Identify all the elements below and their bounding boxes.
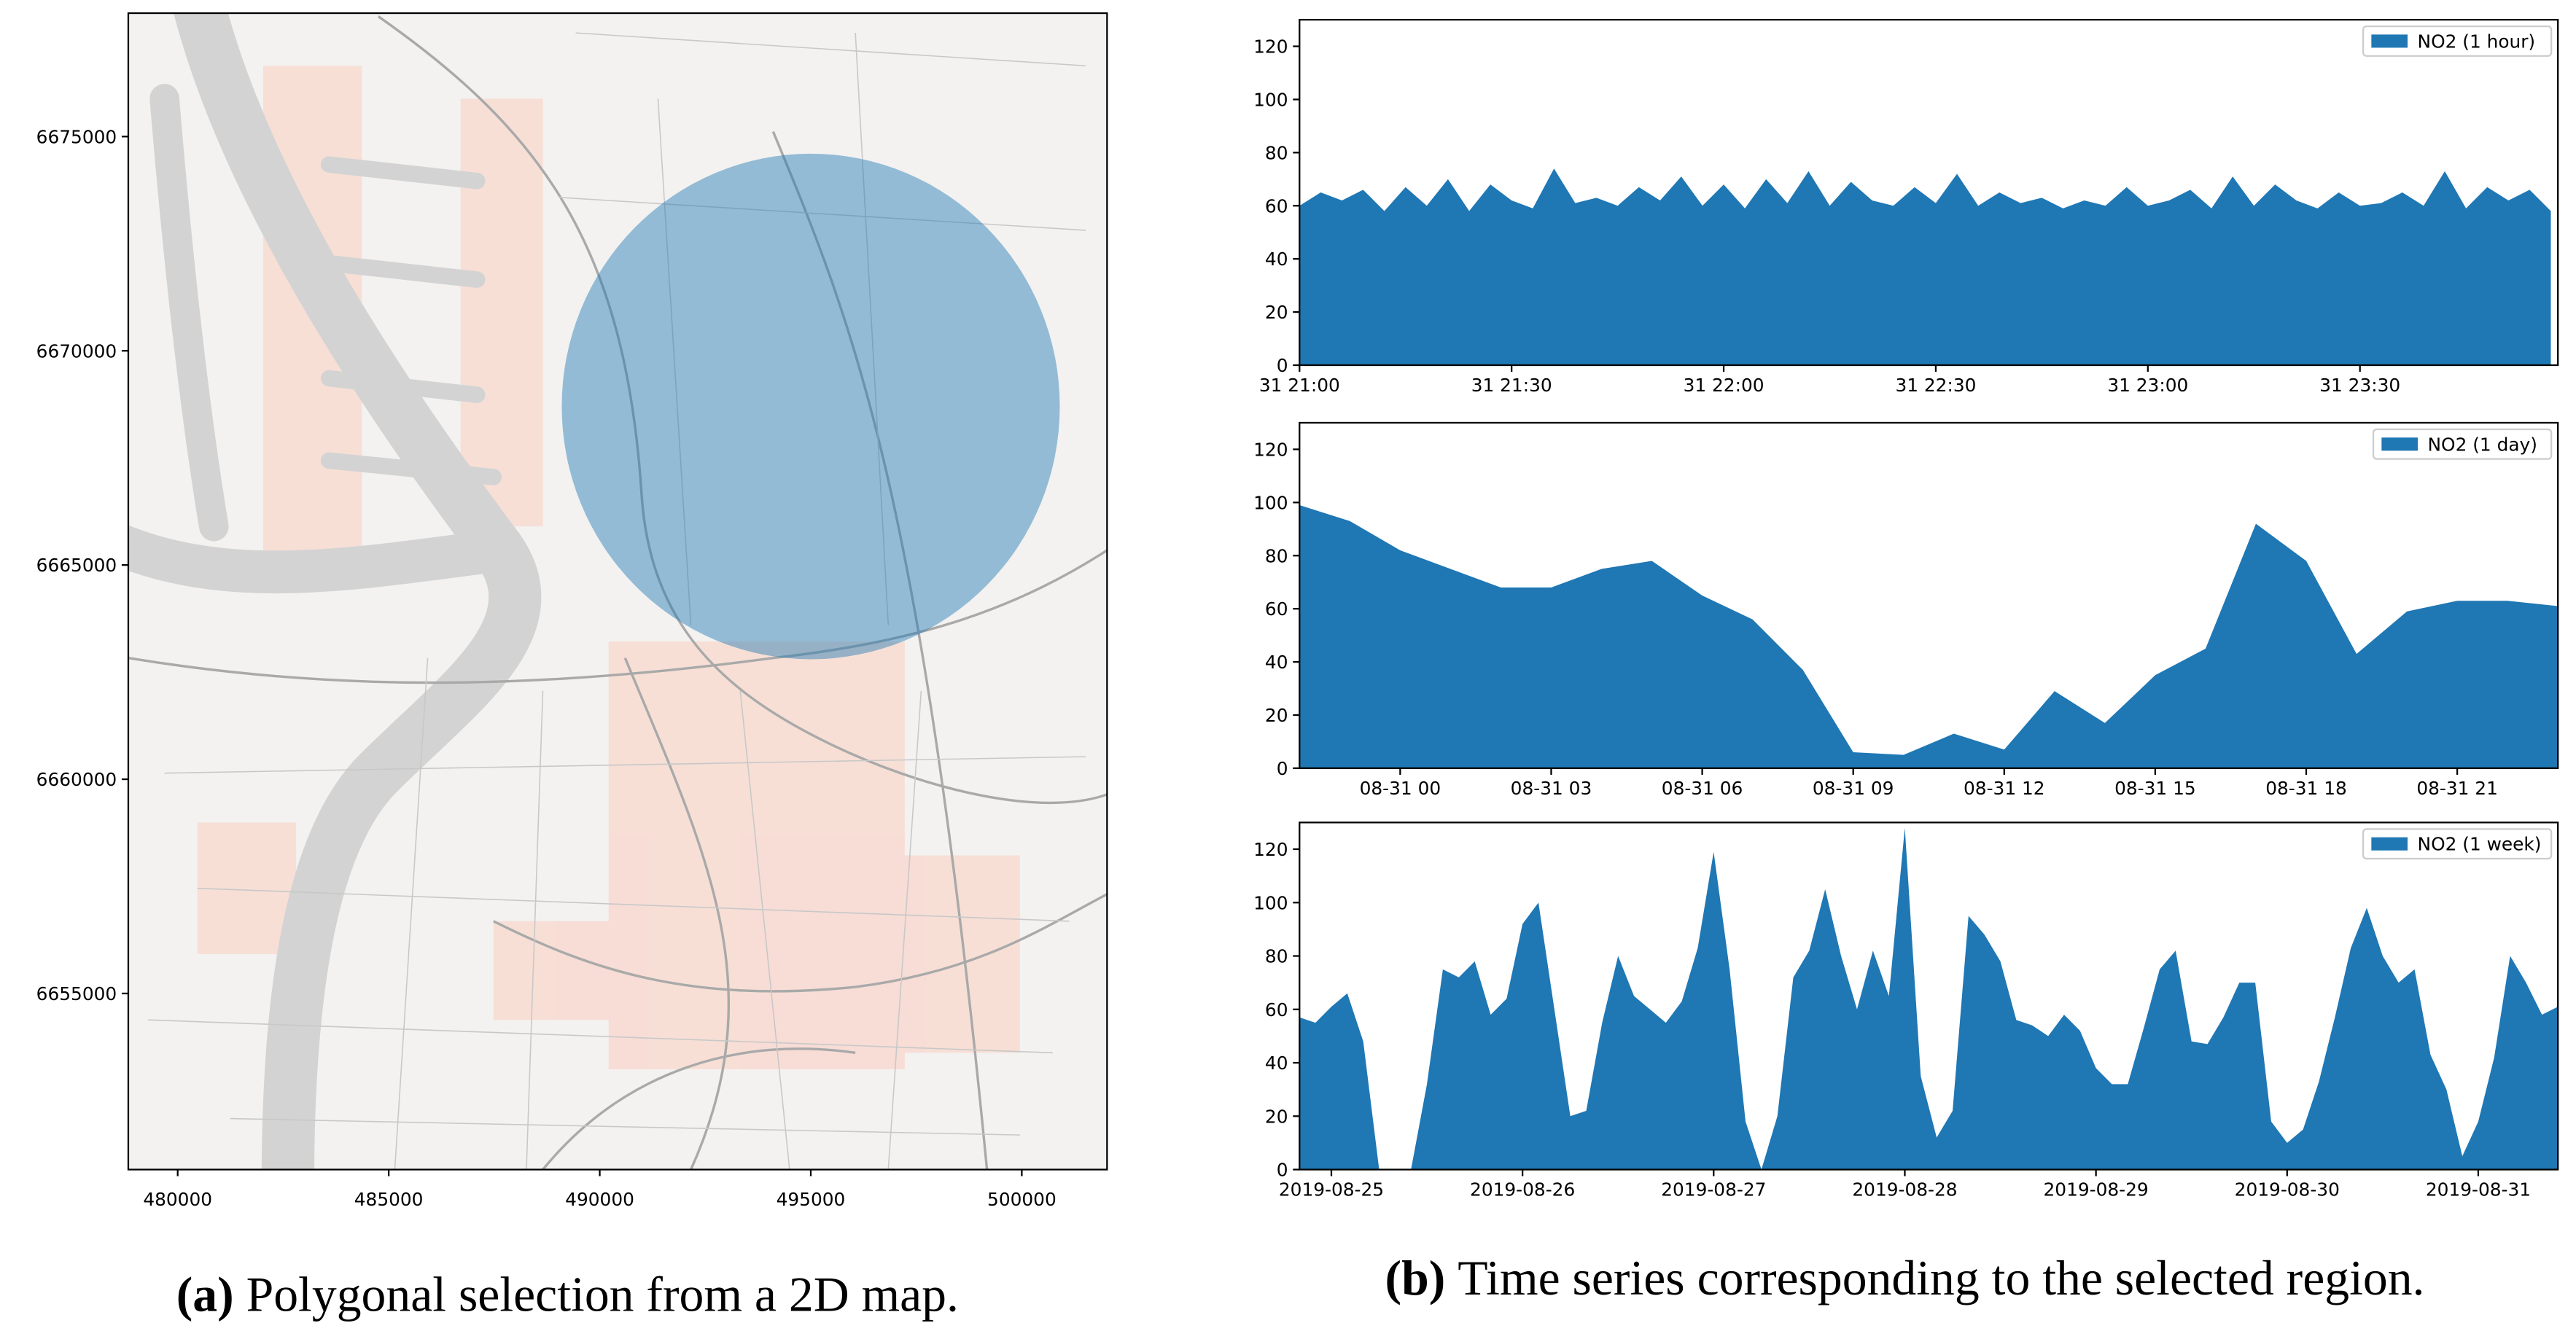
x-tick-label: 2019-08-25: [1279, 1179, 1384, 1201]
legend-swatch: [2381, 437, 2418, 451]
x-tick-label: 08-31 18: [2265, 778, 2347, 799]
x-tick-label: 2019-08-26: [1470, 1179, 1575, 1201]
legend-box: [2362, 25, 2553, 57]
x-tick-label: 31 23:00: [2107, 375, 2188, 396]
y-tick-label: 20: [1265, 302, 1288, 323]
legend-swatch: [2371, 837, 2408, 851]
x-tick-label: 2019-08-30: [2235, 1179, 2340, 1201]
x-tick-label: 31 21:30: [1471, 375, 1552, 396]
x-tick-label: 2019-08-27: [1661, 1179, 1766, 1201]
y-tick-label: 6675000: [36, 126, 117, 147]
plot-frame: [127, 12, 1108, 1171]
caption-text: Time series corresponding to the selecte…: [1458, 1251, 2424, 1305]
x-tick-label: 08-31 12: [1964, 778, 2045, 799]
x-tick-label: 490000: [565, 1189, 634, 1210]
caption-label: (b): [1385, 1251, 1446, 1305]
x-tick-label: 08-31 06: [1662, 778, 1743, 799]
selection-region: [561, 153, 1060, 660]
y-tick-label: 0: [1277, 1160, 1288, 1181]
x-tick-label: 31 22:00: [1684, 375, 1764, 396]
x-tick-label: 500000: [987, 1189, 1057, 1210]
x-tick-label: 31 21:00: [1259, 375, 1340, 396]
caption-text: Polygonal selection from a 2D map.: [246, 1268, 959, 1322]
y-tick-label: 0: [1277, 355, 1288, 376]
legend-box: [2372, 428, 2553, 460]
plot-frame: [1299, 821, 2559, 1171]
x-tick-label: 485000: [354, 1189, 424, 1210]
y-tick-label: 80: [1265, 142, 1288, 163]
y-tick-label: 6670000: [36, 340, 117, 362]
plot-frame: [1299, 18, 2559, 367]
x-tick-label: 2019-08-31: [2426, 1179, 2531, 1201]
y-tick-label: 60: [1265, 195, 1288, 216]
y-tick-label: 100: [1253, 89, 1288, 110]
x-tick-label: 08-31 09: [1813, 778, 1894, 799]
x-tick-label: 31 22:30: [1895, 375, 1976, 396]
x-tick-label: 08-31 21: [2416, 778, 2498, 799]
y-tick-label: 60: [1265, 999, 1288, 1020]
x-tick-label: 08-31 00: [1360, 778, 1441, 799]
y-tick-label: 100: [1253, 892, 1288, 913]
y-tick-label: 80: [1265, 545, 1288, 566]
legend-label: NO2 (1 week): [2418, 834, 2542, 855]
y-tick-label: 40: [1265, 249, 1288, 270]
map-background: [128, 13, 1108, 1170]
y-tick-label: 120: [1253, 36, 1288, 58]
y-tick-label: 20: [1265, 705, 1288, 726]
x-tick-label: 31 23:30: [2319, 375, 2400, 396]
y-tick-label: 80: [1265, 946, 1288, 967]
y-tick-label: 6665000: [36, 555, 117, 576]
x-tick-label: 2019-08-29: [2044, 1179, 2149, 1201]
caption-a: (a) Polygonal selection from a 2D map.: [176, 1268, 959, 1322]
y-tick-label: 20: [1265, 1106, 1288, 1127]
x-tick-label: 08-31 15: [2114, 778, 2196, 799]
y-tick-label: 100: [1253, 492, 1288, 513]
x-tick-label: 480000: [143, 1189, 212, 1210]
caption-b: (b) Time series corresponding to the sel…: [1385, 1251, 2425, 1305]
y-tick-label: 60: [1265, 598, 1288, 620]
y-tick-label: 40: [1265, 1053, 1288, 1074]
x-tick-label: 495000: [777, 1189, 846, 1210]
y-tick-label: 40: [1265, 652, 1288, 673]
y-tick-label: 120: [1253, 839, 1288, 860]
legend-swatch: [2371, 34, 2408, 48]
y-tick-label: 0: [1277, 758, 1288, 779]
legend-box: [2362, 828, 2553, 860]
caption-label: (a): [176, 1268, 234, 1322]
legend-label: NO2 (1 day): [2428, 434, 2537, 455]
area: [1299, 827, 2559, 1170]
x-tick-label: 08-31 03: [1511, 778, 1592, 799]
area: [1299, 504, 2559, 768]
y-tick-label: 120: [1253, 439, 1288, 460]
legend-label: NO2 (1 hour): [2418, 31, 2536, 52]
area: [1299, 168, 2551, 365]
y-tick-label: 6655000: [36, 983, 117, 1004]
x-tick-label: 2019-08-28: [1852, 1179, 1957, 1201]
y-tick-label: 6660000: [36, 769, 117, 790]
plot-frame: [1299, 421, 2559, 770]
